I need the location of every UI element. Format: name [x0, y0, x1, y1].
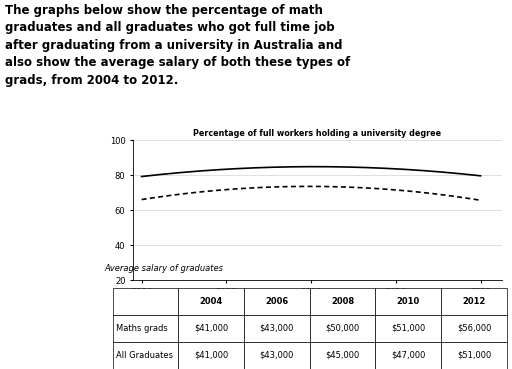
Text: The graphs below show the percentage of math
graduates and all graduates who got: The graphs below show the percentage of …: [5, 4, 350, 87]
Legend: Maths Graduates, All Graduates: Maths Graduates, All Graduates: [231, 315, 404, 330]
Title: Percentage of full workers holding a university degree: Percentage of full workers holding a uni…: [194, 129, 441, 138]
Text: Average salary of graduates: Average salary of graduates: [105, 264, 224, 273]
